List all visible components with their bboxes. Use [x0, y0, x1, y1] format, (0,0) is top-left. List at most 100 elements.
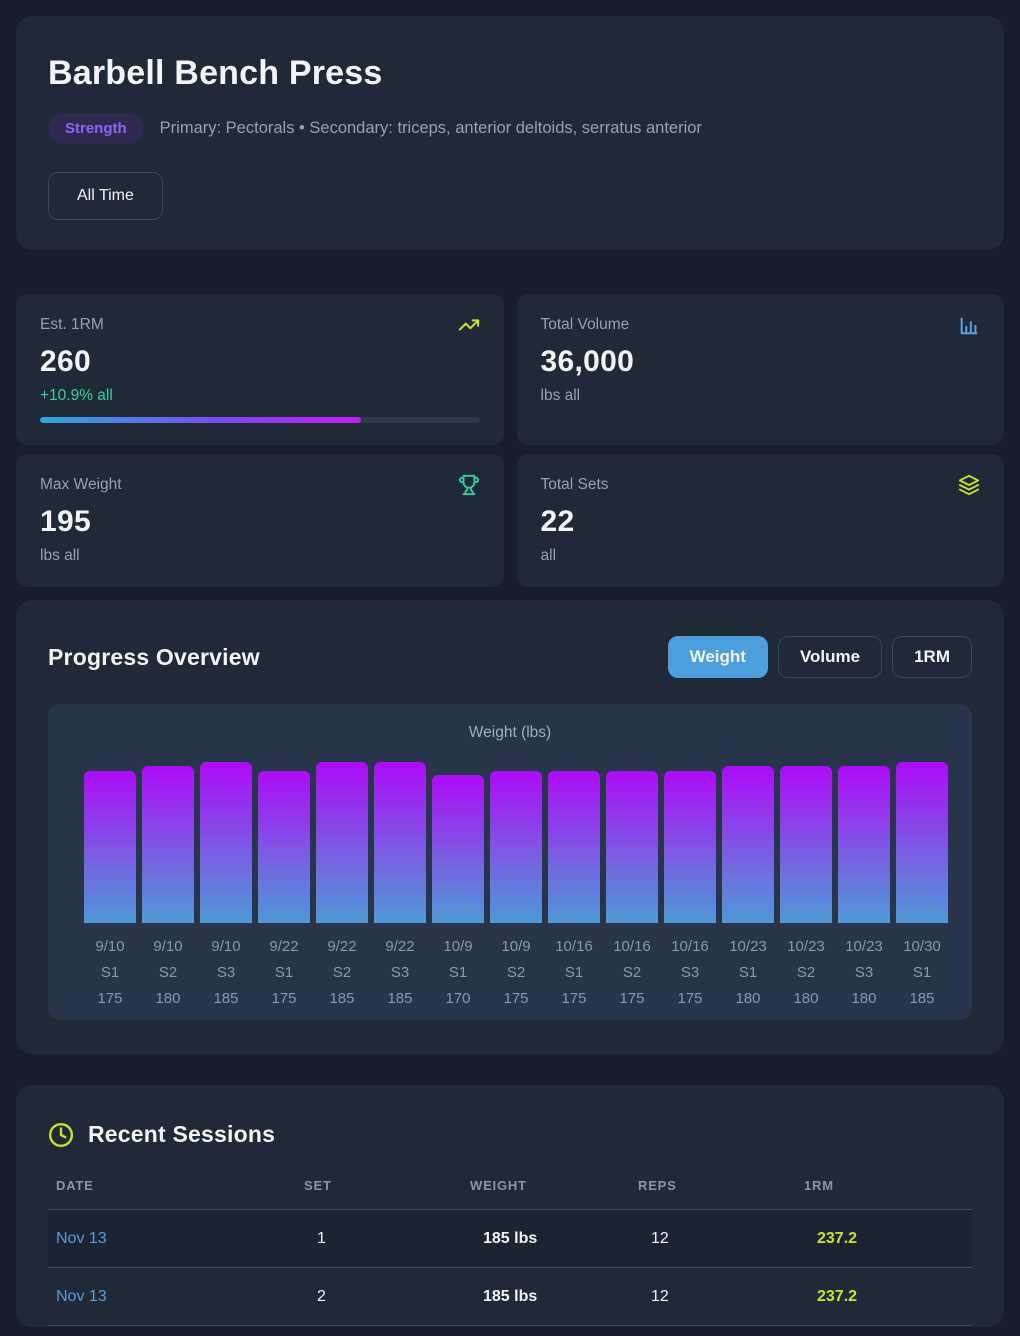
chart-bar[interactable]	[316, 762, 368, 923]
stat-unit: lbs all	[540, 387, 581, 404]
cell-date[interactable]: Nov 13	[56, 1229, 107, 1247]
chart-bar-column: 10/16 S3 175	[664, 751, 716, 1012]
chart-bar[interactable]	[896, 762, 948, 923]
bar-label: 9/10 S3 185	[211, 938, 241, 1007]
chart-bar-column: 9/22 S1 175	[258, 751, 310, 1012]
chart-bar-column: 10/23 S2 180	[780, 751, 832, 1012]
stat-card-total-sets: Total Sets 22 all	[516, 454, 1004, 587]
progress-fill	[40, 417, 361, 423]
chart-bar[interactable]	[722, 766, 774, 923]
one-rm-progress-bar	[40, 417, 480, 423]
stat-card-max-weight: Max Weight 195 lbs all	[16, 454, 504, 587]
chart-bar-column: 10/16 S1 175	[548, 751, 600, 1012]
bar-label: 9/10 S2 180	[153, 938, 183, 1007]
stat-value: 260	[40, 345, 91, 378]
chart-bar-column: 9/10 S1 175	[84, 751, 136, 1012]
chart-bar[interactable]	[548, 771, 600, 923]
cell-reps: 12	[651, 1287, 669, 1305]
recent-sessions-card: Recent Sessions DATE SET WEIGHT REPS 1RM Nov…	[16, 1085, 1004, 1327]
stat-label: Total Sets	[540, 476, 609, 493]
bar-label: 10/16 S3 175	[671, 938, 709, 1007]
chart-bar-column: 9/22 S2 185	[316, 751, 368, 1012]
chart-metric-tabs: Weight Volume 1RM	[667, 636, 972, 678]
sessions-table: DATE SET WEIGHT REPS 1RM Nov 13 1 185 lbs 12 237…	[48, 1178, 972, 1327]
chart-bar[interactable]	[84, 771, 136, 923]
exercise-header-card: Barbell Bench Press Strength Primary: Pe…	[16, 16, 1004, 250]
stat-value: 22	[540, 505, 575, 538]
stat-label: Max Weight	[40, 476, 122, 493]
column-header-reps: REPS	[638, 1178, 677, 1193]
weight-bar-chart: Weight (lbs) 9/10 S1 175 9/10 S2 180 9/10 S3 185…	[48, 704, 972, 1020]
progress-overview-card: Progress Overview Weight Volume 1RM Weight…	[16, 600, 1004, 1054]
chart-bar[interactable]	[258, 771, 310, 923]
bar-label: 9/22 S2 185	[327, 938, 357, 1007]
muscle-description: Primary: Pectorals • Secondary: triceps,…	[159, 119, 702, 137]
stat-value: 195	[40, 505, 91, 538]
chart-bar[interactable]	[374, 762, 426, 923]
chart-bar[interactable]	[200, 762, 252, 923]
table-row-partial	[48, 1325, 972, 1327]
chart-bar-column: 10/30 S1 185	[896, 751, 948, 1012]
chart-bar[interactable]	[664, 771, 716, 923]
table-row: Nov 13 1 185 lbs 12 237.2	[48, 1209, 972, 1267]
trending-up-icon	[458, 319, 479, 331]
stat-label: Est. 1RM	[40, 316, 104, 333]
chart-bar-column: 10/23 S3 180	[838, 751, 890, 1012]
cell-rm: 237.2	[817, 1287, 858, 1305]
table-row: Nov 13 2 185 lbs 12 237.2	[48, 1267, 972, 1325]
bar-label: 10/23 S2 180	[787, 938, 825, 1007]
chart-bar[interactable]	[490, 771, 542, 923]
bar-label: 9/22 S3 185	[385, 938, 415, 1007]
stat-unit: lbs all	[40, 547, 80, 564]
column-header-date: DATE	[56, 1178, 94, 1193]
trophy-icon	[458, 474, 479, 496]
clock-icon	[48, 1122, 74, 1147]
exercise-meta-row: Strength Primary: Pectorals • Secondary:…	[48, 113, 972, 144]
cell-rm: 237.2	[817, 1229, 858, 1247]
chart-title: Weight (lbs)	[468, 724, 552, 741]
stats-grid: Est. 1RM 260 +10.9% all Total Volume 36,…	[16, 294, 1004, 587]
cell-set: 2	[317, 1287, 326, 1305]
bar-label: 10/16 S1 175	[555, 938, 593, 1007]
chart-bar[interactable]	[606, 771, 658, 923]
layers-icon	[958, 474, 980, 496]
bar-label: 10/16 S2 175	[613, 938, 651, 1007]
chart-bar-column: 10/9 S1 170	[432, 751, 484, 1012]
bar-label: 10/23 S3 180	[845, 938, 883, 1007]
chart-bar[interactable]	[780, 766, 832, 923]
cell-weight: 185 lbs	[483, 1287, 538, 1305]
cell-date[interactable]: Nov 13	[56, 1287, 107, 1305]
bar-label: 10/9 S2 175	[501, 938, 531, 1007]
tab-volume[interactable]: Volume	[777, 636, 883, 678]
progress-overview-title: Progress Overview	[48, 643, 260, 670]
stat-change: +10.9% all	[40, 387, 113, 404]
chart-bar[interactable]	[838, 766, 890, 923]
chart-bar[interactable]	[142, 766, 194, 923]
recent-sessions-title: Recent Sessions	[88, 1121, 276, 1147]
column-header-weight: WEIGHT	[470, 1178, 527, 1193]
stat-label: Total Volume	[540, 316, 630, 333]
chart-bar-column: 10/9 S2 175	[490, 751, 542, 1012]
chart-bar-column: 9/10 S2 180	[142, 751, 194, 1012]
page-title: Barbell Bench Press	[48, 54, 383, 92]
table-header-row: DATE SET WEIGHT REPS 1RM	[48, 1178, 972, 1209]
stat-value: 36,000	[540, 345, 635, 378]
bar-label: 10/23 S1 180	[729, 938, 767, 1007]
column-header-1rm: 1RM	[804, 1178, 834, 1193]
time-filter-button[interactable]: All Time	[48, 172, 163, 220]
cell-set: 1	[317, 1229, 326, 1247]
bar-label: 10/9 S1 170	[443, 938, 473, 1007]
category-badge: Strength	[48, 113, 144, 144]
bar-chart-icon	[960, 317, 978, 335]
tab-1rm[interactable]: 1RM	[892, 636, 972, 678]
bar-label: 9/10 S1 175	[95, 938, 125, 1007]
chart-bar-column: 9/10 S3 185	[200, 751, 252, 1012]
tab-weight[interactable]: Weight	[667, 636, 768, 678]
bar-label: 10/30 S1 185	[903, 938, 941, 1007]
chart-bars: 9/10 S1 175 9/10 S2 180 9/10 S3 185 9/22 S1 175 9/22…	[48, 751, 972, 1012]
stat-card-total-volume: Total Volume 36,000 lbs all	[516, 294, 1004, 445]
chart-bar-column: 10/16 S2 175	[606, 751, 658, 1012]
chart-bar[interactable]	[432, 775, 484, 923]
cell-weight: 185 lbs	[483, 1229, 538, 1247]
chart-bar-column: 10/23 S1 180	[722, 751, 774, 1012]
